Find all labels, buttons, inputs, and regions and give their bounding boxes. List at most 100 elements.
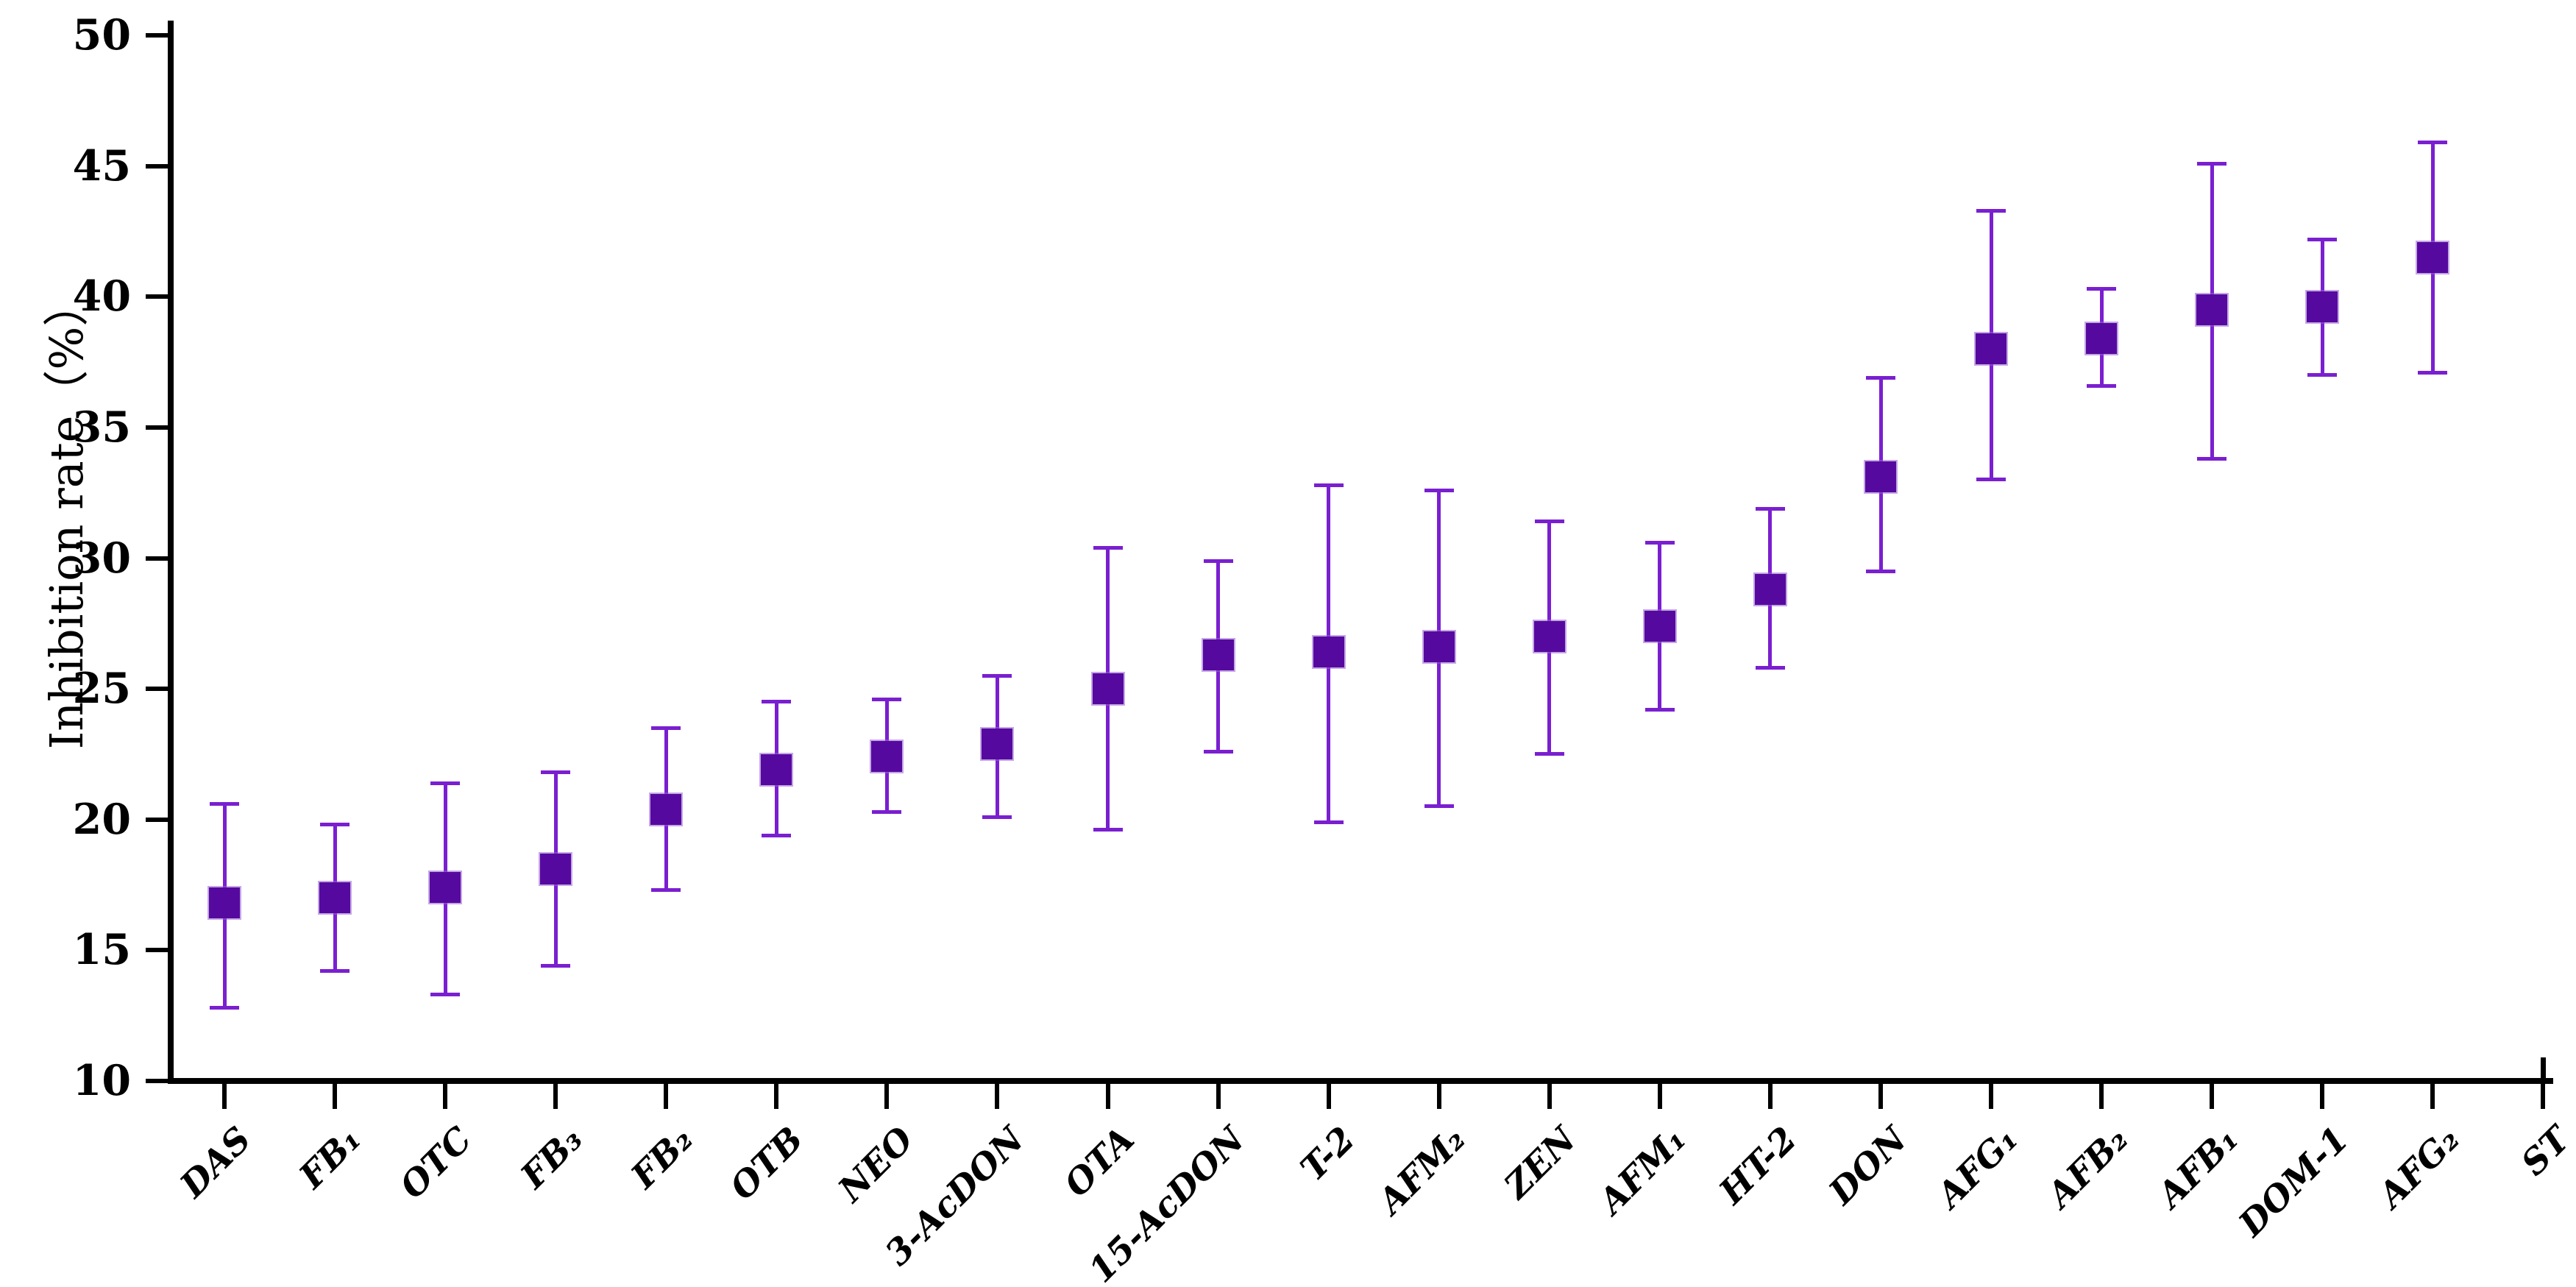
error-bar-cap <box>1866 375 1896 380</box>
marker-square <box>1423 631 1455 663</box>
error-bar-cap <box>1203 749 1233 754</box>
error-bar-cap <box>1424 804 1454 809</box>
x-tick-mark <box>1989 1084 1994 1109</box>
error-bar-cap <box>1093 828 1123 832</box>
marker-square <box>2417 241 2449 273</box>
y-tick-mark <box>146 163 168 169</box>
y-tick-mark <box>146 948 168 953</box>
y-tick-label: 10 <box>72 1056 131 1105</box>
error-bar-cap <box>541 964 571 968</box>
y-axis-spine <box>168 21 174 1084</box>
error-bar-cap <box>1866 569 1896 573</box>
x-tick-mark <box>553 1084 558 1109</box>
x-category-label: ZEN <box>1496 1119 1584 1207</box>
error-bar-cap <box>2087 287 2117 291</box>
y-tick-mark <box>146 687 168 692</box>
error-bar-cap <box>1976 208 2006 213</box>
x-tick-mark <box>333 1084 338 1109</box>
marker-square <box>1202 639 1234 670</box>
error-bar-cap <box>1755 666 1785 670</box>
error-bar-cap <box>762 833 792 837</box>
error-bar-cap <box>2418 141 2448 145</box>
error-bar-cap <box>2307 373 2338 377</box>
marker-square <box>871 741 903 773</box>
marker-square <box>2086 323 2118 355</box>
error-bar-cap <box>1313 483 1344 487</box>
error-bar-cap <box>541 770 571 775</box>
error-bar-cap <box>1093 545 1123 550</box>
y-tick-label: 40 <box>72 272 131 322</box>
error-bar-cap <box>1203 559 1233 563</box>
x-category-label: OTA <box>1056 1119 1143 1205</box>
error-bar-cap <box>320 969 350 974</box>
x-category-label: AFG₂ <box>2371 1119 2468 1216</box>
error-bar-cap <box>1313 820 1344 824</box>
error-bar-cap <box>1534 752 1564 756</box>
error-bar-cap <box>1976 478 2006 482</box>
marker-square <box>2307 291 2338 323</box>
y-tick-mark <box>146 556 168 561</box>
error-bar-cap <box>2087 383 2117 388</box>
error-bar-cap <box>430 993 461 997</box>
x-tick-mark <box>1436 1084 1441 1109</box>
x-category-label: AFG₁ <box>1929 1119 2026 1216</box>
right-axis-stub <box>2541 1057 2547 1081</box>
error-bar-cap <box>1534 520 1564 524</box>
x-category-label: HT-2 <box>1711 1119 1805 1213</box>
y-tick-label: 25 <box>72 664 131 714</box>
x-category-label: DOM-1 <box>2231 1119 2357 1245</box>
x-category-label: FB₃ <box>512 1119 591 1197</box>
marker-square <box>430 872 461 904</box>
error-bar-cap <box>320 823 350 827</box>
error-bar-cap <box>872 697 902 701</box>
marker-square <box>1644 610 1675 642</box>
error-bar-cap <box>982 815 1012 819</box>
y-tick-mark <box>146 817 168 822</box>
error-bar-cap <box>1755 506 1785 511</box>
y-tick-label: 35 <box>72 402 131 452</box>
x-category-label: NEO <box>830 1119 922 1210</box>
x-tick-mark <box>1657 1084 1662 1109</box>
error-bar-cap <box>651 888 681 893</box>
x-tick-mark <box>995 1084 1000 1109</box>
x-category-label: ST <box>2513 1119 2576 1184</box>
y-tick-mark <box>146 425 168 430</box>
marker-square <box>2196 294 2228 325</box>
error-bar-cap <box>872 809 902 814</box>
marker-square <box>1533 621 1565 653</box>
x-category-label: DAS <box>172 1119 259 1206</box>
x-category-label: OTB <box>722 1119 812 1208</box>
x-tick-mark <box>443 1084 448 1109</box>
x-tick-mark <box>1547 1084 1552 1109</box>
x-tick-mark <box>2099 1084 2104 1109</box>
marker-square <box>1313 637 1344 668</box>
marker-square <box>540 854 572 885</box>
marker-square <box>982 728 1013 759</box>
y-axis-title: Inhibition rate（%） <box>40 280 93 750</box>
x-category-label: DON <box>1821 1119 1915 1213</box>
x-tick-mark <box>2210 1084 2215 1109</box>
x-tick-mark <box>222 1084 227 1109</box>
error-bar-cap <box>1644 708 1675 712</box>
error-bar-cap <box>762 700 792 704</box>
error-bar-cap <box>2197 161 2227 166</box>
marker-square <box>319 882 351 914</box>
error-bar-cap <box>982 673 1012 678</box>
x-tick-mark <box>2541 1084 2546 1109</box>
y-tick-label: 50 <box>72 10 131 60</box>
x-tick-mark <box>1105 1084 1110 1109</box>
error-bar-cap <box>2418 370 2448 375</box>
y-tick-label: 45 <box>72 141 131 191</box>
error-bar-cap <box>1644 540 1675 545</box>
y-tick-label: 30 <box>72 533 131 583</box>
error-bar-cap <box>1424 488 1454 492</box>
marker-square <box>1865 461 1897 493</box>
x-category-label: AFB₁ <box>2150 1119 2247 1216</box>
marker-square <box>1754 574 1786 606</box>
y-tick-mark <box>146 1079 168 1083</box>
x-tick-mark <box>774 1084 779 1109</box>
error-bar-cap <box>2197 457 2227 461</box>
x-category-label: AFM₁ <box>1592 1119 1695 1222</box>
x-category-label: FB₁ <box>291 1119 369 1197</box>
